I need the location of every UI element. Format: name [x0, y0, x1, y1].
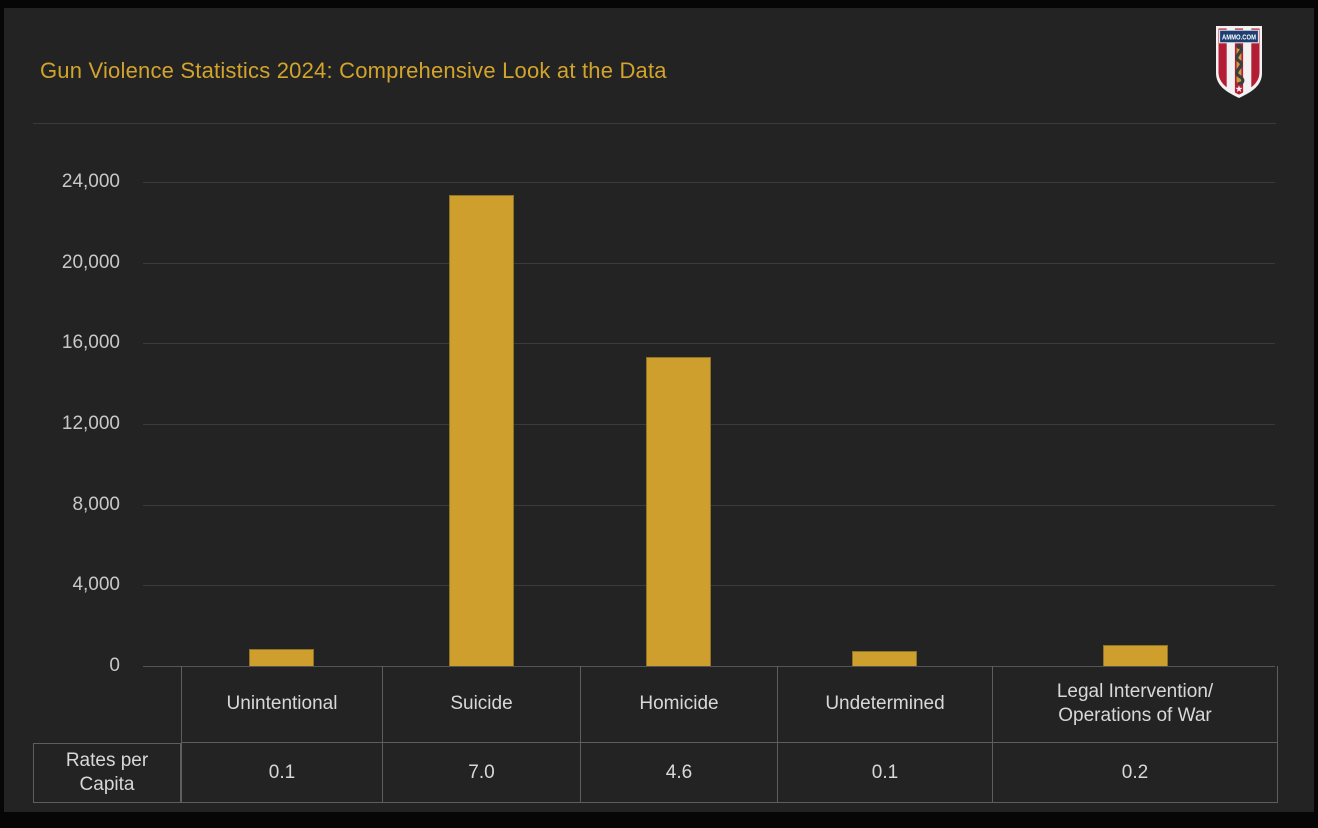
y-axis-tick-label: 4,000	[72, 574, 120, 595]
rate-value-legal-intervention-operations-of-war: 0.2	[992, 743, 1278, 803]
y-axis-tick-label: 12,000	[61, 413, 120, 434]
snake-icon	[1235, 44, 1245, 86]
column-header-suicide: Suicide	[382, 666, 580, 743]
rate-value-undetermined: 0.1	[777, 743, 992, 803]
bar-undetermined	[852, 651, 917, 666]
rate-value-suicide: 7.0	[382, 743, 580, 803]
column-header-undetermined: Undetermined	[777, 666, 992, 743]
y-axis-tick-label: 20,000	[61, 252, 120, 273]
column-header-unintentional: Unintentional	[181, 666, 382, 743]
logo-banner	[1219, 29, 1259, 44]
page-title: Gun Violence Statistics 2024: Comprehens…	[40, 58, 667, 83]
rate-value-unintentional: 0.1	[181, 743, 382, 803]
y-axis-tick-label: 8,000	[72, 494, 120, 515]
bar-homicide	[646, 357, 711, 666]
gridline	[143, 182, 1275, 183]
y-axis-tick-label: 24,000	[61, 171, 120, 192]
gridline	[143, 263, 1275, 264]
row-header-rates-per-capita: Rates per Capita	[33, 743, 181, 803]
bar-unintentional	[249, 649, 314, 666]
logo-text: AMMO.COM	[1222, 34, 1256, 41]
star-icon	[1235, 85, 1243, 93]
rate-value-homicide: 4.6	[580, 743, 777, 803]
chart-canvas: Gun Violence Statistics 2024: Comprehens…	[4, 8, 1314, 812]
column-header-legal-intervention-operations-of-war: Legal Intervention/ Operations of War	[992, 666, 1278, 743]
y-axis-tick-label: 0	[109, 655, 120, 676]
gridline	[143, 666, 1275, 667]
gridline	[143, 343, 1275, 344]
snake-head-icon	[1236, 43, 1242, 49]
header-divider	[33, 123, 1276, 124]
column-header-homicide: Homicide	[580, 666, 777, 743]
ammo-logo: AMMO.COM	[1216, 26, 1262, 98]
bar-suicide	[449, 195, 514, 666]
y-axis-tick-label: 16,000	[61, 332, 120, 353]
bar-legal-intervention-operations-of-war	[1103, 645, 1168, 666]
